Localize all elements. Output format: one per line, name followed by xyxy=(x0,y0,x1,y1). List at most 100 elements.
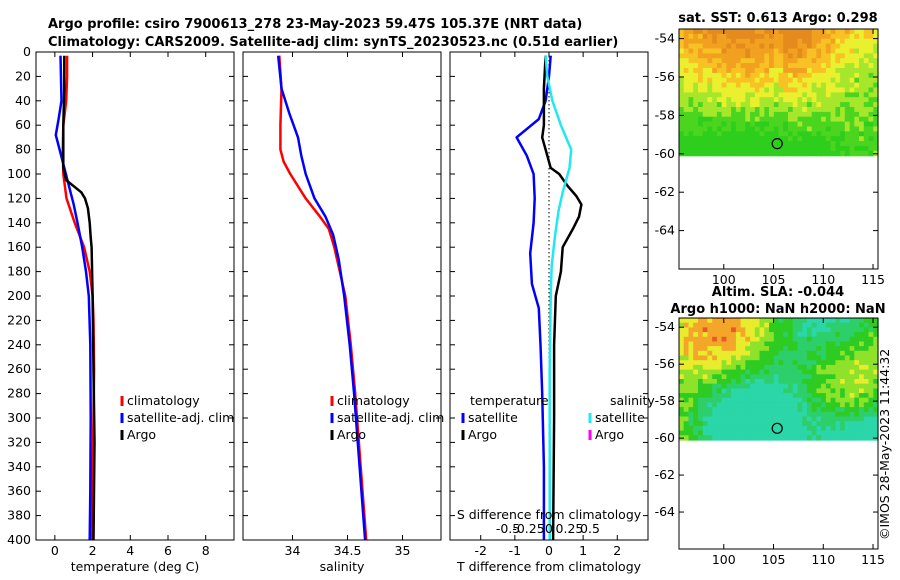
map-cell xyxy=(821,107,827,113)
map-cell xyxy=(783,336,789,343)
map-cell xyxy=(844,48,851,54)
map-cell xyxy=(721,102,727,108)
map-cell xyxy=(806,402,813,408)
map-cell xyxy=(731,421,737,427)
map-cell xyxy=(754,411,761,418)
x-tick-label: -2 xyxy=(474,543,486,558)
map-cell xyxy=(849,43,855,50)
map-cell xyxy=(854,38,860,45)
y-tick-label: 400 xyxy=(7,532,31,547)
map-cell xyxy=(811,341,817,347)
map-cell xyxy=(840,121,846,128)
map-cell xyxy=(816,58,822,64)
map-cell xyxy=(721,350,727,357)
map-cell xyxy=(702,402,708,408)
map-cell xyxy=(702,411,708,418)
map-cell xyxy=(740,58,746,64)
map-cell xyxy=(840,318,846,324)
map-cell xyxy=(830,63,836,69)
map-cell xyxy=(816,416,822,422)
map-cell xyxy=(769,350,775,357)
map-cell xyxy=(868,430,874,436)
map-cell xyxy=(859,388,865,394)
map-cell xyxy=(769,111,775,118)
map-cell xyxy=(830,388,836,394)
map-cell xyxy=(816,332,822,338)
map-cell xyxy=(854,43,860,50)
map-cell xyxy=(726,327,732,333)
map-cell xyxy=(868,379,874,385)
map-cell xyxy=(754,421,761,427)
map-cell xyxy=(735,53,742,59)
map-cell xyxy=(693,107,699,113)
map-cell xyxy=(811,318,817,324)
map-cell xyxy=(726,318,732,324)
map-cell xyxy=(840,72,846,79)
map-cell xyxy=(754,397,761,403)
map-cell xyxy=(745,369,751,375)
x-tick-label: 35 xyxy=(395,543,411,558)
map-cell xyxy=(702,58,708,64)
x-tick-label: 6 xyxy=(164,543,172,558)
map-cell xyxy=(806,369,813,375)
map-cell xyxy=(745,33,751,40)
map-cell xyxy=(821,383,827,389)
map-cell xyxy=(683,126,689,132)
map-cell xyxy=(698,87,704,93)
map-cell xyxy=(698,393,704,399)
map-cell xyxy=(693,416,699,422)
map-cell xyxy=(745,411,751,418)
map-cell xyxy=(863,38,870,45)
map-cell xyxy=(830,121,836,128)
y-tick-label: 200 xyxy=(7,288,31,303)
map-cell xyxy=(788,38,794,45)
map-cell xyxy=(735,43,742,50)
map-cell xyxy=(721,121,727,128)
map-cell xyxy=(759,421,765,427)
map-cell xyxy=(778,111,784,118)
map-cell xyxy=(712,416,718,422)
map-cell xyxy=(745,141,751,147)
map-cell xyxy=(702,318,708,324)
map-cell xyxy=(716,131,723,137)
map-cell xyxy=(773,87,780,93)
map-cell xyxy=(816,383,822,389)
map-cell xyxy=(764,416,770,422)
map-cell xyxy=(773,126,780,132)
map-cell xyxy=(830,360,836,366)
map-cell xyxy=(759,48,765,54)
map-cell xyxy=(825,327,832,333)
map-cell xyxy=(698,369,704,375)
map-cell xyxy=(716,29,723,35)
map-cell xyxy=(797,33,803,40)
map-cell xyxy=(745,341,751,347)
map-cell xyxy=(825,346,832,352)
map-cell xyxy=(707,388,713,394)
legend-t-satellite-label: satellite xyxy=(468,410,518,425)
map-cell xyxy=(792,435,798,441)
map-cell xyxy=(783,374,789,380)
map-cell xyxy=(821,350,827,357)
map-cell xyxy=(712,393,718,399)
map-cell xyxy=(693,102,699,108)
y-tick-label: 280 xyxy=(7,386,31,401)
map-cell xyxy=(693,435,699,441)
map-cell xyxy=(679,136,685,142)
map-cell xyxy=(698,92,704,98)
map-cell xyxy=(873,68,879,74)
map-cell xyxy=(825,92,832,98)
map-cell xyxy=(745,107,751,113)
map-cell xyxy=(825,126,832,132)
map-cell xyxy=(844,38,851,45)
map-cell xyxy=(844,150,851,157)
map-cell xyxy=(721,341,727,347)
map-cell xyxy=(849,29,855,35)
map-cell xyxy=(721,82,727,89)
map-cell xyxy=(825,107,832,113)
map-cell xyxy=(688,116,694,123)
map-cell xyxy=(773,131,780,137)
map-cell xyxy=(873,425,879,432)
map-cell xyxy=(773,397,780,403)
map-cell xyxy=(821,68,827,74)
map-cell xyxy=(679,407,685,413)
